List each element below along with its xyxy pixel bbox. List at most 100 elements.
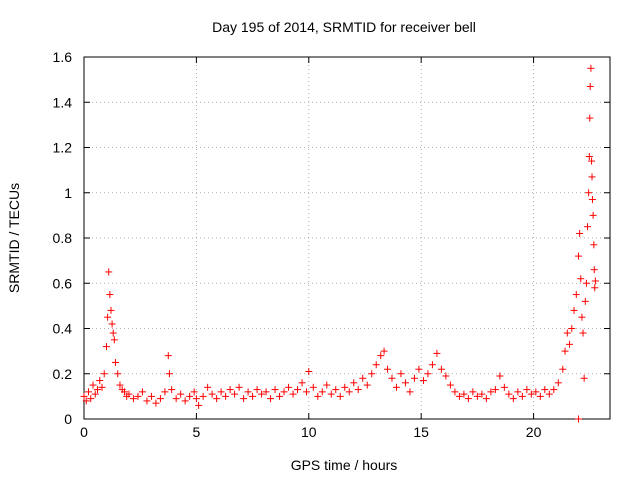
data-point xyxy=(590,266,598,274)
data-point xyxy=(424,370,432,378)
data-point xyxy=(587,64,595,72)
data-point xyxy=(258,390,266,398)
data-point xyxy=(222,392,230,400)
y-axis-label: SRMTID / TECUs xyxy=(6,183,22,293)
data-point xyxy=(585,189,593,197)
y-tick-label: 0 xyxy=(64,411,72,427)
chart-title: Day 195 of 2014, SRMTID for receiver bel… xyxy=(212,19,476,35)
data-point xyxy=(566,340,574,348)
data-point xyxy=(433,349,441,357)
data-point xyxy=(588,157,596,165)
data-point xyxy=(345,388,353,396)
data-point xyxy=(591,277,599,285)
data-point xyxy=(271,386,279,394)
data-point xyxy=(437,365,445,373)
data-point xyxy=(109,329,117,337)
data-point xyxy=(177,390,185,398)
y-tick-label: 0.8 xyxy=(53,230,73,246)
data-point xyxy=(84,388,92,396)
data-point xyxy=(478,390,486,398)
data-point xyxy=(559,365,567,373)
data-point xyxy=(505,390,513,398)
data-point xyxy=(451,388,459,396)
data-point xyxy=(102,343,110,351)
data-point xyxy=(550,386,558,394)
data-point xyxy=(487,388,495,396)
data-point xyxy=(105,268,113,276)
data-point xyxy=(100,370,108,378)
data-point xyxy=(104,313,112,321)
data-point xyxy=(415,365,423,373)
data-point xyxy=(580,374,588,382)
data-point xyxy=(446,381,454,389)
data-point xyxy=(107,306,115,314)
data-point xyxy=(392,383,400,391)
data-point xyxy=(125,390,133,398)
data-point xyxy=(586,114,594,122)
data-point xyxy=(298,379,306,387)
data-point xyxy=(354,386,362,394)
data-point xyxy=(168,386,176,394)
y-tick-label: 1.4 xyxy=(53,94,73,110)
data-point xyxy=(554,379,562,387)
data-point xyxy=(572,291,580,299)
data-point xyxy=(192,395,200,403)
data-point xyxy=(442,372,450,380)
x-tick-label: 10 xyxy=(301,424,317,440)
data-point xyxy=(156,395,164,403)
data-point xyxy=(588,196,596,204)
data-point xyxy=(518,392,526,400)
data-point xyxy=(383,365,391,373)
x-tick-label: 15 xyxy=(413,424,429,440)
data-point xyxy=(401,379,409,387)
data-point xyxy=(380,347,388,355)
data-point xyxy=(249,392,257,400)
data-point xyxy=(332,386,340,394)
x-tick-label: 20 xyxy=(526,424,542,440)
data-point xyxy=(469,388,477,396)
data-point xyxy=(111,358,119,366)
data-point xyxy=(350,379,358,387)
data-point xyxy=(590,241,598,249)
y-tick-label: 0.4 xyxy=(53,321,73,337)
data-point xyxy=(388,374,396,382)
data-point xyxy=(514,388,522,396)
data-point xyxy=(491,386,499,394)
data-point xyxy=(280,388,288,396)
data-point xyxy=(581,297,589,305)
data-point xyxy=(116,381,124,389)
y-tick-label: 1.2 xyxy=(53,140,73,156)
data-point xyxy=(588,173,596,181)
data-point xyxy=(579,329,587,337)
data-point xyxy=(129,395,137,403)
data-point xyxy=(165,370,173,378)
data-point xyxy=(213,395,221,403)
data-point xyxy=(327,390,335,398)
data-point xyxy=(110,336,118,344)
data-point xyxy=(89,381,97,389)
data-point xyxy=(80,392,88,400)
data-point xyxy=(235,383,243,391)
data-point xyxy=(578,313,586,321)
data-point xyxy=(98,383,106,391)
data-points xyxy=(80,64,599,423)
data-point xyxy=(541,386,549,394)
data-point xyxy=(536,392,544,400)
y-tick-label: 1.6 xyxy=(53,49,73,65)
data-point xyxy=(172,395,180,403)
y-axis: 0 0.2 0.4 0.6 0.8 1 1.2 1.4 1.6 xyxy=(53,49,610,427)
data-point xyxy=(87,395,95,403)
x-tick-label: 5 xyxy=(192,424,200,440)
data-point xyxy=(523,386,531,394)
data-point xyxy=(410,374,418,382)
data-point xyxy=(204,383,212,391)
data-point xyxy=(199,392,207,400)
data-point xyxy=(195,401,203,409)
data-point xyxy=(473,392,481,400)
data-point xyxy=(120,388,128,396)
data-point xyxy=(368,370,376,378)
data-point xyxy=(303,388,311,396)
data-point xyxy=(582,279,590,287)
data-point xyxy=(496,372,504,380)
